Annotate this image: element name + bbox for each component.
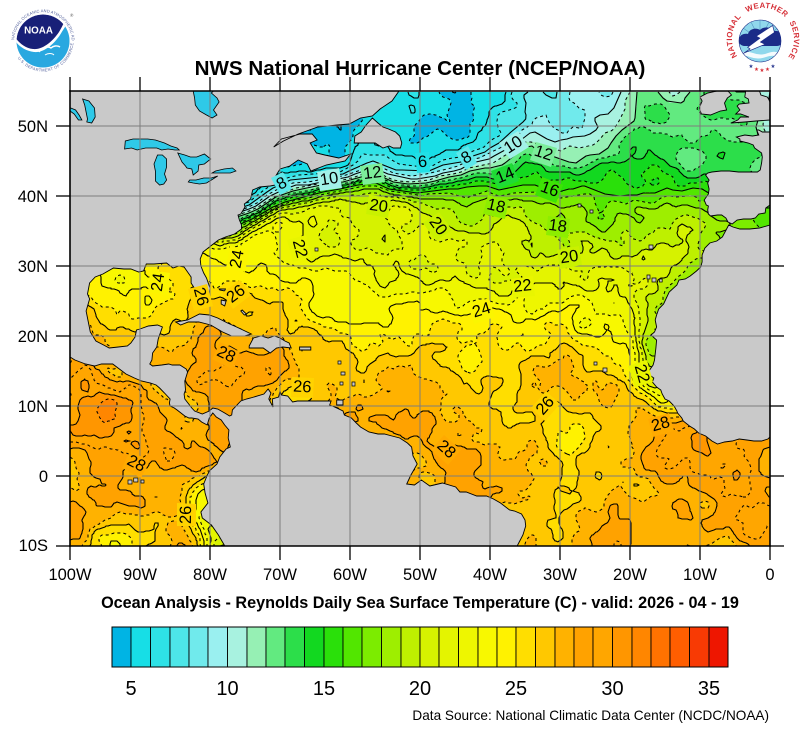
svg-text:®: ® bbox=[70, 12, 74, 18]
svg-text:16: 16 bbox=[538, 178, 561, 201]
svg-text:10: 10 bbox=[319, 169, 340, 190]
svg-text:28: 28 bbox=[649, 413, 672, 435]
svg-text:WEATHER: WEATHER bbox=[744, 2, 790, 19]
svg-text:0: 0 bbox=[765, 566, 774, 584]
svg-text:24: 24 bbox=[470, 299, 493, 322]
svg-text:26: 26 bbox=[293, 378, 312, 397]
svg-text:40W: 40W bbox=[473, 566, 507, 584]
svg-text:★: ★ bbox=[749, 63, 754, 70]
svg-text:★: ★ bbox=[754, 66, 759, 73]
svg-text:20N: 20N bbox=[18, 328, 48, 346]
svg-text:0: 0 bbox=[39, 468, 48, 486]
svg-text:★: ★ bbox=[765, 66, 770, 73]
svg-text:22: 22 bbox=[512, 276, 532, 296]
svg-text:26: 26 bbox=[190, 286, 212, 308]
svg-text:40N: 40N bbox=[18, 188, 48, 206]
svg-text:Ocean Analysis - Reynolds Dail: Ocean Analysis - Reynolds Daily Sea Surf… bbox=[101, 594, 739, 612]
svg-text:10N: 10N bbox=[18, 398, 48, 416]
svg-text:18: 18 bbox=[547, 216, 568, 236]
svg-text:10: 10 bbox=[216, 678, 238, 700]
svg-text:10W: 10W bbox=[683, 566, 717, 584]
svg-text:10S: 10S bbox=[19, 537, 48, 555]
svg-text:30: 30 bbox=[601, 678, 623, 700]
svg-text:24: 24 bbox=[227, 248, 248, 269]
svg-text:24: 24 bbox=[148, 272, 168, 293]
svg-text:20W: 20W bbox=[613, 566, 647, 584]
svg-text:30N: 30N bbox=[18, 258, 48, 276]
svg-text:NOAA: NOAA bbox=[24, 26, 53, 37]
svg-text:15: 15 bbox=[313, 678, 335, 700]
svg-text:20: 20 bbox=[368, 196, 389, 216]
svg-text:30W: 30W bbox=[543, 566, 577, 584]
svg-text:20: 20 bbox=[409, 678, 431, 700]
svg-text:70W: 70W bbox=[263, 566, 297, 584]
svg-text:Data Source: National Climatic: Data Source: National Climatic Data Cent… bbox=[412, 708, 769, 723]
svg-text:★: ★ bbox=[760, 67, 765, 74]
svg-text:22: 22 bbox=[631, 362, 653, 385]
svg-text:SERVICE: SERVICE bbox=[786, 19, 800, 61]
svg-text:35: 35 bbox=[698, 678, 720, 700]
svg-text:NWS National Hurricane Center: NWS National Hurricane Center (NCEP/NOAA… bbox=[195, 57, 646, 80]
svg-text:50W: 50W bbox=[403, 566, 437, 584]
svg-text:12: 12 bbox=[362, 163, 382, 183]
svg-text:22: 22 bbox=[289, 238, 311, 260]
svg-text:★: ★ bbox=[771, 63, 776, 70]
svg-text:20: 20 bbox=[559, 247, 580, 268]
svg-text:50N: 50N bbox=[18, 118, 48, 136]
svg-text:60W: 60W bbox=[333, 566, 367, 584]
svg-text:5: 5 bbox=[125, 678, 136, 700]
svg-text:80W: 80W bbox=[193, 566, 227, 584]
svg-text:90W: 90W bbox=[123, 566, 157, 584]
svg-text:100W: 100W bbox=[48, 566, 92, 584]
svg-text:6: 6 bbox=[417, 153, 428, 172]
svg-text:26: 26 bbox=[177, 506, 195, 525]
svg-text:12: 12 bbox=[532, 142, 555, 165]
svg-text:25: 25 bbox=[505, 678, 527, 700]
svg-text:14: 14 bbox=[493, 164, 517, 188]
svg-text:18: 18 bbox=[485, 195, 507, 217]
